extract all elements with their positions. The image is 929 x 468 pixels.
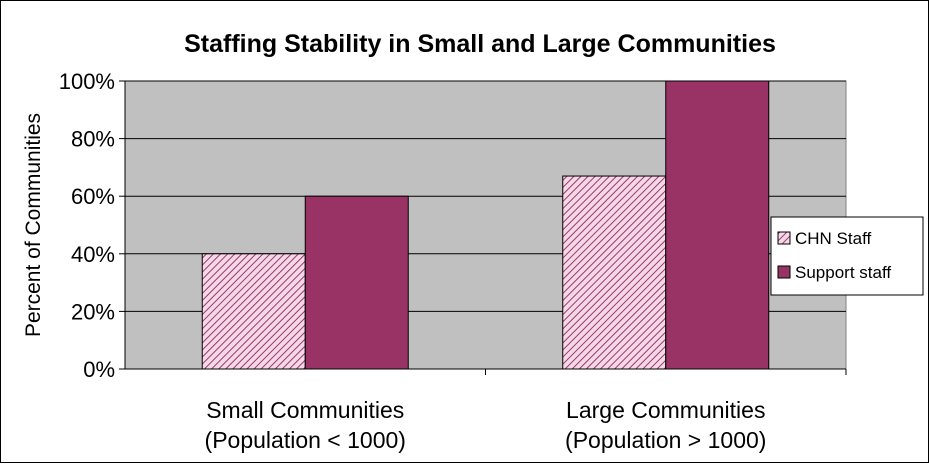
legend-label: CHN Staff [795,229,871,248]
y-axis-label: Percent of Communities [22,113,45,337]
legend-swatch [777,231,791,245]
x-category-label: (Population > 1000) [565,427,766,453]
x-category-label: (Population < 1000) [205,427,406,453]
bars [201,80,770,370]
bar-support-staff [304,195,409,370]
bar-support-staff [665,80,770,370]
bar-chn-staff [562,175,667,370]
legend-swatch [777,265,791,279]
x-category-label: Large Communities [566,397,765,423]
y-tick-label: 40% [71,242,115,267]
legend: CHN Staff Support staff [770,216,924,296]
chart-title: Staffing Stability in Small and Large Co… [184,30,776,58]
y-tick-label: 100% [59,69,115,94]
x-category-label: Small Communities [206,397,404,423]
bar-chn-staff [201,253,306,370]
y-tick-labels: 0% 20% 40% 60% 80% 100% [59,69,115,382]
x-category-labels: Small Communities (Population < 1000) Larg… [205,397,767,453]
y-tick-label: 60% [71,184,115,209]
y-tick-label: 80% [71,127,115,152]
axes [119,80,847,375]
legend-box [770,216,924,296]
y-tick-label: 20% [71,299,115,324]
legend-label: Support staff [795,263,891,282]
y-tick-label: 0% [83,357,115,382]
